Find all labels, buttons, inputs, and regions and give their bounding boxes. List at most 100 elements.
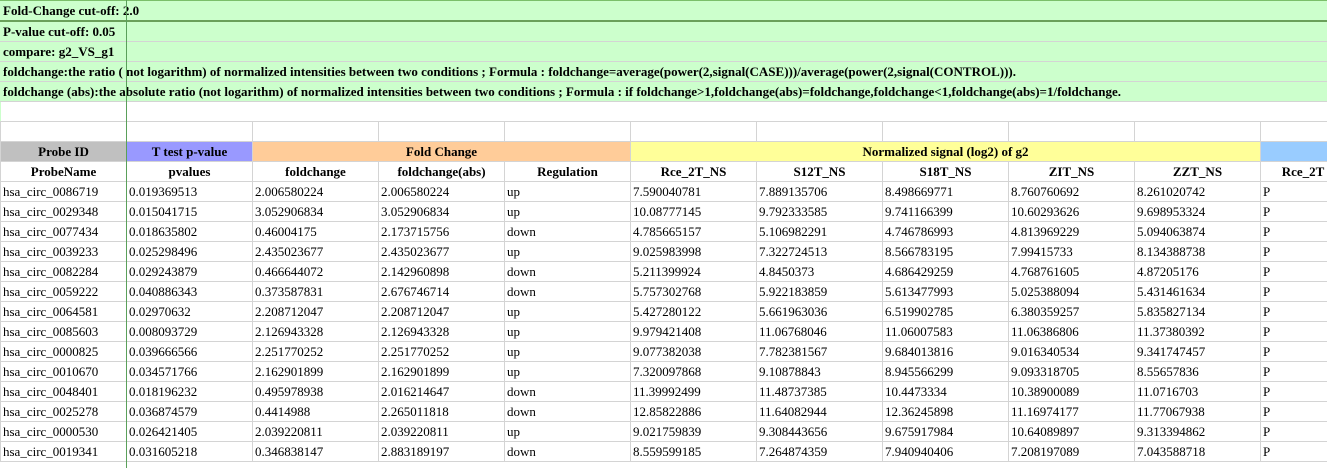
- table-cell[interactable]: hsa_circ_0059222: [0, 281, 127, 302]
- table-cell[interactable]: 5.211399924: [630, 261, 757, 282]
- table-cell[interactable]: 11.06768046: [756, 321, 883, 342]
- table-cell[interactable]: 9.675917984: [882, 421, 1009, 442]
- table-cell[interactable]: down: [504, 221, 631, 242]
- table-cell[interactable]: 9.313394862: [1134, 421, 1261, 442]
- table-cell[interactable]: 4.746786993: [882, 221, 1009, 242]
- group-header-next[interactable]: [1259, 141, 1327, 162]
- empty-cell[interactable]: [1008, 121, 1135, 142]
- column-header[interactable]: ZZT_NS: [1134, 161, 1261, 182]
- table-cell[interactable]: 0.019369513: [126, 181, 253, 202]
- empty-cell[interactable]: [630, 121, 757, 142]
- table-cell[interactable]: hsa_circ_0019341: [0, 441, 127, 462]
- table-cell[interactable]: 9.979421408: [630, 321, 757, 342]
- table-cell[interactable]: 0.034571766: [126, 361, 253, 382]
- table-cell[interactable]: up: [504, 361, 631, 382]
- table-cell[interactable]: 3.052906834: [378, 201, 505, 222]
- table-cell[interactable]: 2.126943328: [378, 321, 505, 342]
- column-header[interactable]: S18T_NS: [882, 161, 1009, 182]
- table-cell[interactable]: 7.590040781: [630, 181, 757, 202]
- table-cell[interactable]: hsa_circ_0048401: [0, 381, 127, 402]
- table-cell[interactable]: 11.64082944: [756, 401, 883, 422]
- table-cell[interactable]: 11.0716703: [1134, 381, 1261, 402]
- table-cell[interactable]: hsa_circ_0010670: [0, 361, 127, 382]
- table-cell[interactable]: 8.134388738: [1134, 241, 1261, 262]
- table-cell[interactable]: 0.029243879: [126, 261, 253, 282]
- table-cell[interactable]: 9.077382038: [630, 341, 757, 362]
- empty-cell[interactable]: [252, 121, 379, 142]
- table-cell[interactable]: 9.021759839: [630, 421, 757, 442]
- pvalue-cutoff-cell[interactable]: P-value cut-off: 0.05: [0, 20, 1327, 42]
- table-cell[interactable]: 11.39992499: [630, 381, 757, 402]
- table-cell[interactable]: up: [504, 201, 631, 222]
- table-cell[interactable]: hsa_circ_0082284: [0, 261, 127, 282]
- table-cell[interactable]: up: [504, 421, 631, 442]
- table-cell[interactable]: 5.106982291: [756, 221, 883, 242]
- table-cell[interactable]: 0.040886343: [126, 281, 253, 302]
- table-cell[interactable]: P: [1259, 341, 1327, 362]
- table-cell[interactable]: 11.37380392: [1134, 321, 1261, 342]
- table-cell[interactable]: 10.60293626: [1008, 201, 1135, 222]
- table-cell[interactable]: hsa_circ_0025278: [0, 401, 127, 422]
- table-cell[interactable]: 9.684013816: [882, 341, 1009, 362]
- group-header-probe-id[interactable]: Probe ID: [0, 141, 127, 162]
- column-header[interactable]: pvalues: [126, 161, 253, 182]
- empty-cell[interactable]: [126, 121, 253, 142]
- table-cell[interactable]: 0.346838147: [252, 441, 379, 462]
- table-cell[interactable]: 0.015041715: [126, 201, 253, 222]
- table-cell[interactable]: P: [1259, 321, 1327, 342]
- table-cell[interactable]: 9.308443656: [756, 421, 883, 442]
- column-header[interactable]: S12T_NS: [756, 161, 883, 182]
- table-cell[interactable]: 8.55657836: [1134, 361, 1261, 382]
- table-cell[interactable]: 0.466644072: [252, 261, 379, 282]
- column-header[interactable]: Rce_2T_NS: [630, 161, 757, 182]
- table-cell[interactable]: up: [504, 241, 631, 262]
- table-cell[interactable]: 4.813969229: [1008, 221, 1135, 242]
- table-cell[interactable]: 0.018635802: [126, 221, 253, 242]
- table-cell[interactable]: 4.768761605: [1008, 261, 1135, 282]
- table-cell[interactable]: down: [504, 441, 631, 462]
- fc-cutoff-cell[interactable]: Fold-Change cut-off: 2.0: [0, 0, 1327, 22]
- group-header-fold-change[interactable]: Fold Change: [252, 141, 631, 162]
- table-cell[interactable]: 8.566783195: [882, 241, 1009, 262]
- table-cell[interactable]: 2.208712047: [252, 301, 379, 322]
- table-cell[interactable]: 0.02970632: [126, 301, 253, 322]
- table-cell[interactable]: hsa_circ_0064581: [0, 301, 127, 322]
- table-cell[interactable]: 7.043588718: [1134, 441, 1261, 462]
- empty-cell[interactable]: [1259, 121, 1327, 142]
- table-cell[interactable]: P: [1259, 441, 1327, 462]
- table-cell[interactable]: 9.093318705: [1008, 361, 1135, 382]
- table-cell[interactable]: 10.4473334: [882, 381, 1009, 402]
- table-cell[interactable]: 6.380359257: [1008, 301, 1135, 322]
- empty-cell[interactable]: [882, 121, 1009, 142]
- table-cell[interactable]: 5.427280122: [630, 301, 757, 322]
- table-cell[interactable]: hsa_circ_0086719: [0, 181, 127, 202]
- table-cell[interactable]: 2.435023677: [378, 241, 505, 262]
- table-cell[interactable]: 5.025388094: [1008, 281, 1135, 302]
- column-header[interactable]: Rce_2T: [1259, 161, 1327, 182]
- table-cell[interactable]: 8.760760692: [1008, 181, 1135, 202]
- table-cell[interactable]: hsa_circ_0000825: [0, 341, 127, 362]
- table-cell[interactable]: 5.431461634: [1134, 281, 1261, 302]
- table-cell[interactable]: 0.018196232: [126, 381, 253, 402]
- table-cell[interactable]: P: [1259, 261, 1327, 282]
- table-cell[interactable]: 2.251770252: [378, 341, 505, 362]
- table-cell[interactable]: hsa_circ_0039233: [0, 241, 127, 262]
- table-cell[interactable]: 11.77067938: [1134, 401, 1261, 422]
- table-cell[interactable]: 0.025298496: [126, 241, 253, 262]
- table-cell[interactable]: hsa_circ_0085603: [0, 321, 127, 342]
- table-cell[interactable]: 9.698953324: [1134, 201, 1261, 222]
- group-header-normalized-signal[interactable]: Normalized signal (log2) of g2: [630, 141, 1261, 162]
- table-cell[interactable]: 2.265011818: [378, 401, 505, 422]
- table-cell[interactable]: up: [504, 181, 631, 202]
- table-cell[interactable]: 8.945566299: [882, 361, 1009, 382]
- table-cell[interactable]: 7.208197089: [1008, 441, 1135, 462]
- table-cell[interactable]: 2.173715756: [378, 221, 505, 242]
- table-cell[interactable]: 11.48737385: [756, 381, 883, 402]
- table-cell[interactable]: 9.016340534: [1008, 341, 1135, 362]
- table-cell[interactable]: P: [1259, 281, 1327, 302]
- table-cell[interactable]: 2.435023677: [252, 241, 379, 262]
- table-cell[interactable]: 5.661963036: [756, 301, 883, 322]
- table-cell[interactable]: 8.498669771: [882, 181, 1009, 202]
- table-cell[interactable]: 0.039666566: [126, 341, 253, 362]
- table-cell[interactable]: 11.06007583: [882, 321, 1009, 342]
